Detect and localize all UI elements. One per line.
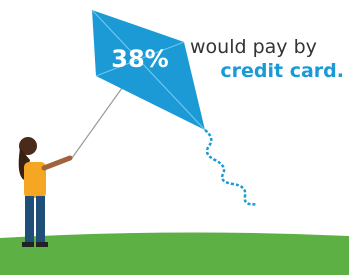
infographic: 38% would pay by credit card. [0,0,349,275]
caption-line-2: credit card. [220,60,344,82]
ground [0,232,349,275]
page: {"kite": {"label": "38%"}, "caption": {"… [0,0,349,275]
caption-line-1: would pay by [190,36,317,58]
kite-string [72,88,122,158]
kite-tail [205,130,257,204]
person [19,137,70,247]
kite-label: 38% [111,45,168,73]
